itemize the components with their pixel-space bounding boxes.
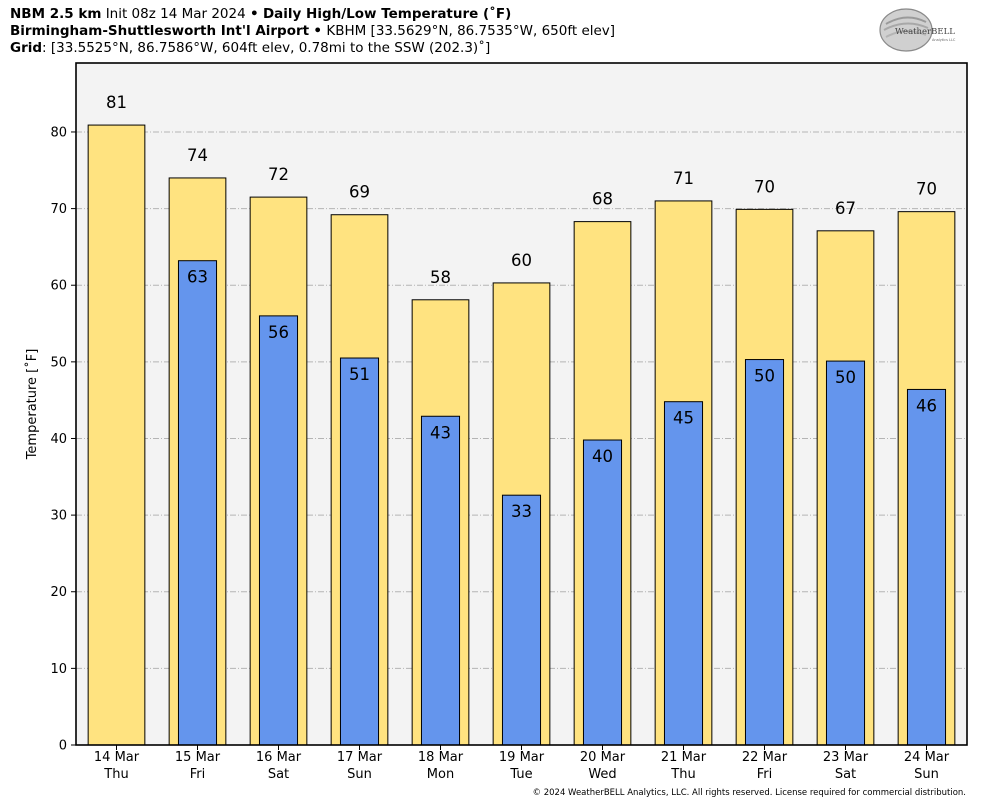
y-tick-label: 70 bbox=[50, 202, 67, 217]
y-tick-label: 40 bbox=[50, 432, 67, 447]
high-value-label: 70 bbox=[916, 180, 937, 199]
low-value-label: 50 bbox=[754, 367, 775, 386]
high-value-label: 69 bbox=[349, 183, 370, 202]
weatherbell-logo: WeatherBELL Analytics LLC bbox=[879, 8, 956, 52]
x-tick-date-label: 17 Mar bbox=[337, 750, 383, 765]
logo-text: WeatherBELL bbox=[895, 27, 955, 37]
header-line-3: Grid: [33.5525°N, 86.7586°W, 604ft elev,… bbox=[10, 40, 490, 57]
copyright-footer: © 2024 WeatherBELL Analytics, LLC. All r… bbox=[532, 788, 966, 798]
y-tick-label: 80 bbox=[50, 125, 67, 140]
x-tick-date-label: 22 Mar bbox=[742, 750, 788, 765]
header-separator: • bbox=[313, 23, 323, 39]
x-tick-date-label: 21 Mar bbox=[661, 750, 707, 765]
low-value-label: 56 bbox=[268, 323, 289, 342]
y-tick-label: 20 bbox=[50, 585, 67, 600]
y-tick-label: 0 bbox=[59, 739, 67, 754]
high-value-label: 67 bbox=[835, 199, 856, 218]
x-tick-day-label: Thu bbox=[670, 767, 695, 782]
low-bar bbox=[825, 360, 866, 746]
high-value-label: 68 bbox=[592, 190, 613, 209]
x-tick-day-label: Thu bbox=[103, 767, 128, 782]
low-value-label: 45 bbox=[673, 409, 694, 428]
init-time: Init 08z 14 Mar 2024 bbox=[105, 6, 246, 22]
y-tick-label: 50 bbox=[50, 355, 67, 370]
x-tick-date-label: 19 Mar bbox=[499, 750, 545, 765]
header-separator: • bbox=[250, 6, 259, 22]
low-bar bbox=[420, 415, 461, 746]
x-tick-date-label: 18 Mar bbox=[418, 750, 464, 765]
x-tick-date-label: 16 Mar bbox=[256, 750, 302, 765]
low-bar bbox=[339, 357, 380, 746]
high-value-label: 72 bbox=[268, 165, 289, 184]
header-line-2: Birmingham-Shuttlesworth Int'l Airport •… bbox=[10, 23, 615, 40]
y-axis-label: Temperature [˚F] bbox=[24, 349, 40, 461]
low-value-label: 43 bbox=[430, 423, 451, 442]
x-tick-day-label: Sat bbox=[268, 767, 289, 782]
low-value-label: 63 bbox=[187, 268, 208, 287]
model-name: NBM 2.5 km bbox=[10, 6, 102, 22]
x-tick-day-label: Sun bbox=[914, 767, 939, 782]
high-value-label: 60 bbox=[511, 251, 532, 270]
x-tick-date-label: 24 Mar bbox=[904, 750, 950, 765]
x-tick-day-label: Sat bbox=[835, 767, 856, 782]
station-details: KBHM [33.5629°N, 86.7535°W, 650ft elev] bbox=[326, 23, 616, 39]
y-tick-label: 10 bbox=[50, 662, 67, 677]
low-value-label: 50 bbox=[835, 368, 856, 387]
x-tick-day-label: Tue bbox=[509, 767, 532, 782]
x-tick-day-label: Sun bbox=[347, 767, 372, 782]
header-line-1: NBM 2.5 km Init 08z 14 Mar 2024 • Daily … bbox=[10, 6, 511, 23]
low-value-label: 40 bbox=[592, 447, 613, 466]
low-bar bbox=[582, 439, 623, 746]
low-value-label: 51 bbox=[349, 365, 370, 384]
low-bar bbox=[744, 359, 785, 746]
x-tick-date-label: 15 Mar bbox=[175, 750, 221, 765]
y-tick-label: 60 bbox=[50, 279, 67, 294]
y-tick-label: 30 bbox=[50, 509, 67, 524]
low-bar bbox=[501, 494, 542, 746]
x-tick-date-label: 14 Mar bbox=[94, 750, 140, 765]
x-tick-day-label: Fri bbox=[757, 767, 773, 782]
high-value-label: 81 bbox=[106, 93, 127, 112]
high-value-label: 58 bbox=[430, 268, 451, 287]
station-name: Birmingham-Shuttlesworth Int'l Airport bbox=[10, 23, 310, 39]
low-bar bbox=[177, 260, 218, 746]
low-value-label: 46 bbox=[916, 396, 937, 415]
low-value-label: 33 bbox=[511, 502, 532, 521]
logo-subtext: Analytics LLC bbox=[932, 38, 956, 42]
high-value-label: 74 bbox=[187, 146, 208, 165]
product-title: Daily High/Low Temperature (˚F) bbox=[262, 6, 512, 22]
low-bar bbox=[906, 388, 947, 746]
x-tick-day-label: Fri bbox=[190, 767, 206, 782]
grid-details: : [33.5525°N, 86.7586°W, 604ft elev, 0.7… bbox=[42, 40, 491, 56]
high-value-label: 70 bbox=[754, 177, 775, 196]
x-tick-day-label: Wed bbox=[588, 767, 616, 782]
grid-label: Grid bbox=[10, 40, 43, 56]
x-tick-day-label: Mon bbox=[427, 767, 454, 782]
x-tick-date-label: 23 Mar bbox=[823, 750, 869, 765]
high-value-label: 71 bbox=[673, 169, 694, 188]
high-bar bbox=[87, 124, 146, 746]
low-bar bbox=[663, 401, 704, 746]
low-bar bbox=[258, 315, 299, 746]
x-tick-date-label: 20 Mar bbox=[580, 750, 626, 765]
